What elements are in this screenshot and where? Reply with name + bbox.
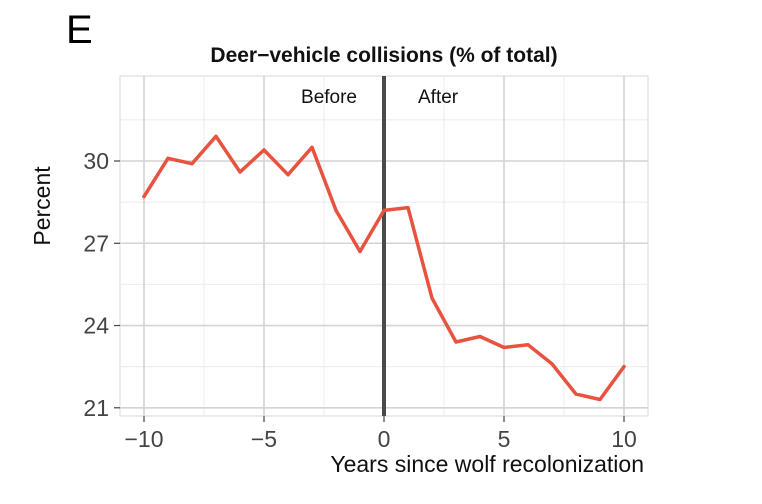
y-tick-label: 27 — [83, 230, 109, 256]
data-point — [622, 365, 626, 369]
axes: −10 −5 0 5 10 21 24 27 30 — [83, 148, 636, 452]
data-point — [214, 134, 218, 138]
chart-title: Deer−vehicle collisions (% of total) — [210, 44, 558, 67]
data-point — [382, 208, 386, 212]
data-point — [454, 340, 458, 344]
x-tick-label: −10 — [124, 426, 163, 452]
data-point — [526, 343, 530, 347]
x-tick-label: −5 — [251, 426, 277, 452]
x-axis-label: Years since wolf recolonization — [330, 451, 644, 477]
data-point — [142, 195, 146, 199]
x-tick-label: 5 — [498, 426, 511, 452]
data-point — [262, 148, 266, 152]
data-point — [574, 392, 578, 396]
data-point — [430, 296, 434, 300]
panel-label: E — [66, 8, 93, 52]
data-point — [406, 206, 410, 210]
data-point — [358, 249, 362, 254]
y-axis-label: Percent — [29, 166, 55, 246]
data-point — [286, 173, 290, 177]
data-point — [238, 170, 242, 174]
before-annotation: Before — [301, 87, 357, 108]
data-point — [310, 145, 314, 149]
data-point — [166, 156, 170, 160]
data-point — [334, 208, 338, 212]
data-point — [502, 345, 506, 350]
y-tick-label: 30 — [83, 148, 109, 174]
data-point — [478, 334, 482, 339]
x-tick-label: 0 — [378, 426, 391, 452]
after-annotation: After — [418, 87, 459, 108]
series-group — [142, 134, 626, 402]
y-tick-label: 21 — [83, 395, 109, 421]
data-point — [598, 397, 602, 402]
x-tick-label: 10 — [611, 426, 637, 452]
y-tick-label: 24 — [83, 313, 109, 339]
data-point — [190, 162, 194, 166]
data-point — [550, 362, 554, 366]
